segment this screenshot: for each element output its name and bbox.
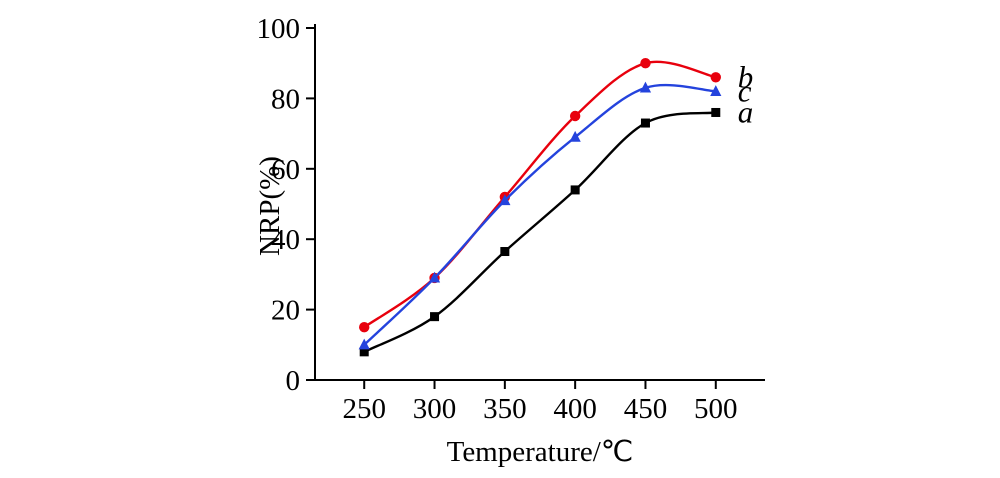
series-end-label-c: c <box>738 73 752 108</box>
x-tick-label: 250 <box>342 393 386 425</box>
y-axis-label: NRP(%) <box>254 156 286 256</box>
x-tick-label: 400 <box>553 393 597 425</box>
x-tick-label: 350 <box>483 393 527 425</box>
y-tick-label: 20 <box>271 295 300 327</box>
series-end-label-b: b <box>738 59 754 94</box>
triangle-marker <box>710 85 722 96</box>
series-end-label-a: a <box>738 94 754 129</box>
square-marker <box>430 312 440 322</box>
x-tick-label: 450 <box>624 393 668 425</box>
triangle-marker <box>428 271 441 283</box>
y-tick-label: 100 <box>257 13 301 45</box>
x-axis-label: Temperature/℃ <box>446 436 634 468</box>
series-line-a <box>363 111 716 353</box>
x-tick-label: 500 <box>694 393 738 425</box>
square-marker <box>640 118 650 128</box>
triangle-marker <box>499 194 511 206</box>
triangle-marker <box>569 130 581 142</box>
square-marker <box>570 185 580 195</box>
series-line-b <box>363 60 717 329</box>
x-tick-label: 300 <box>413 393 457 425</box>
y-tick-label: 40 <box>271 224 300 256</box>
square-marker <box>711 107 721 117</box>
y-tick-label: 80 <box>271 83 300 115</box>
square-marker <box>500 247 510 257</box>
circle-marker <box>569 110 581 122</box>
triangle-marker <box>639 81 652 93</box>
y-tick-label: 0 <box>286 365 301 397</box>
circle-marker <box>710 72 721 83</box>
circle-marker <box>359 322 370 333</box>
y-tick-label: 60 <box>271 154 300 186</box>
triangle-marker <box>358 338 370 350</box>
series-line-c <box>363 83 716 346</box>
square-marker <box>359 347 369 357</box>
circle-marker <box>640 58 651 69</box>
